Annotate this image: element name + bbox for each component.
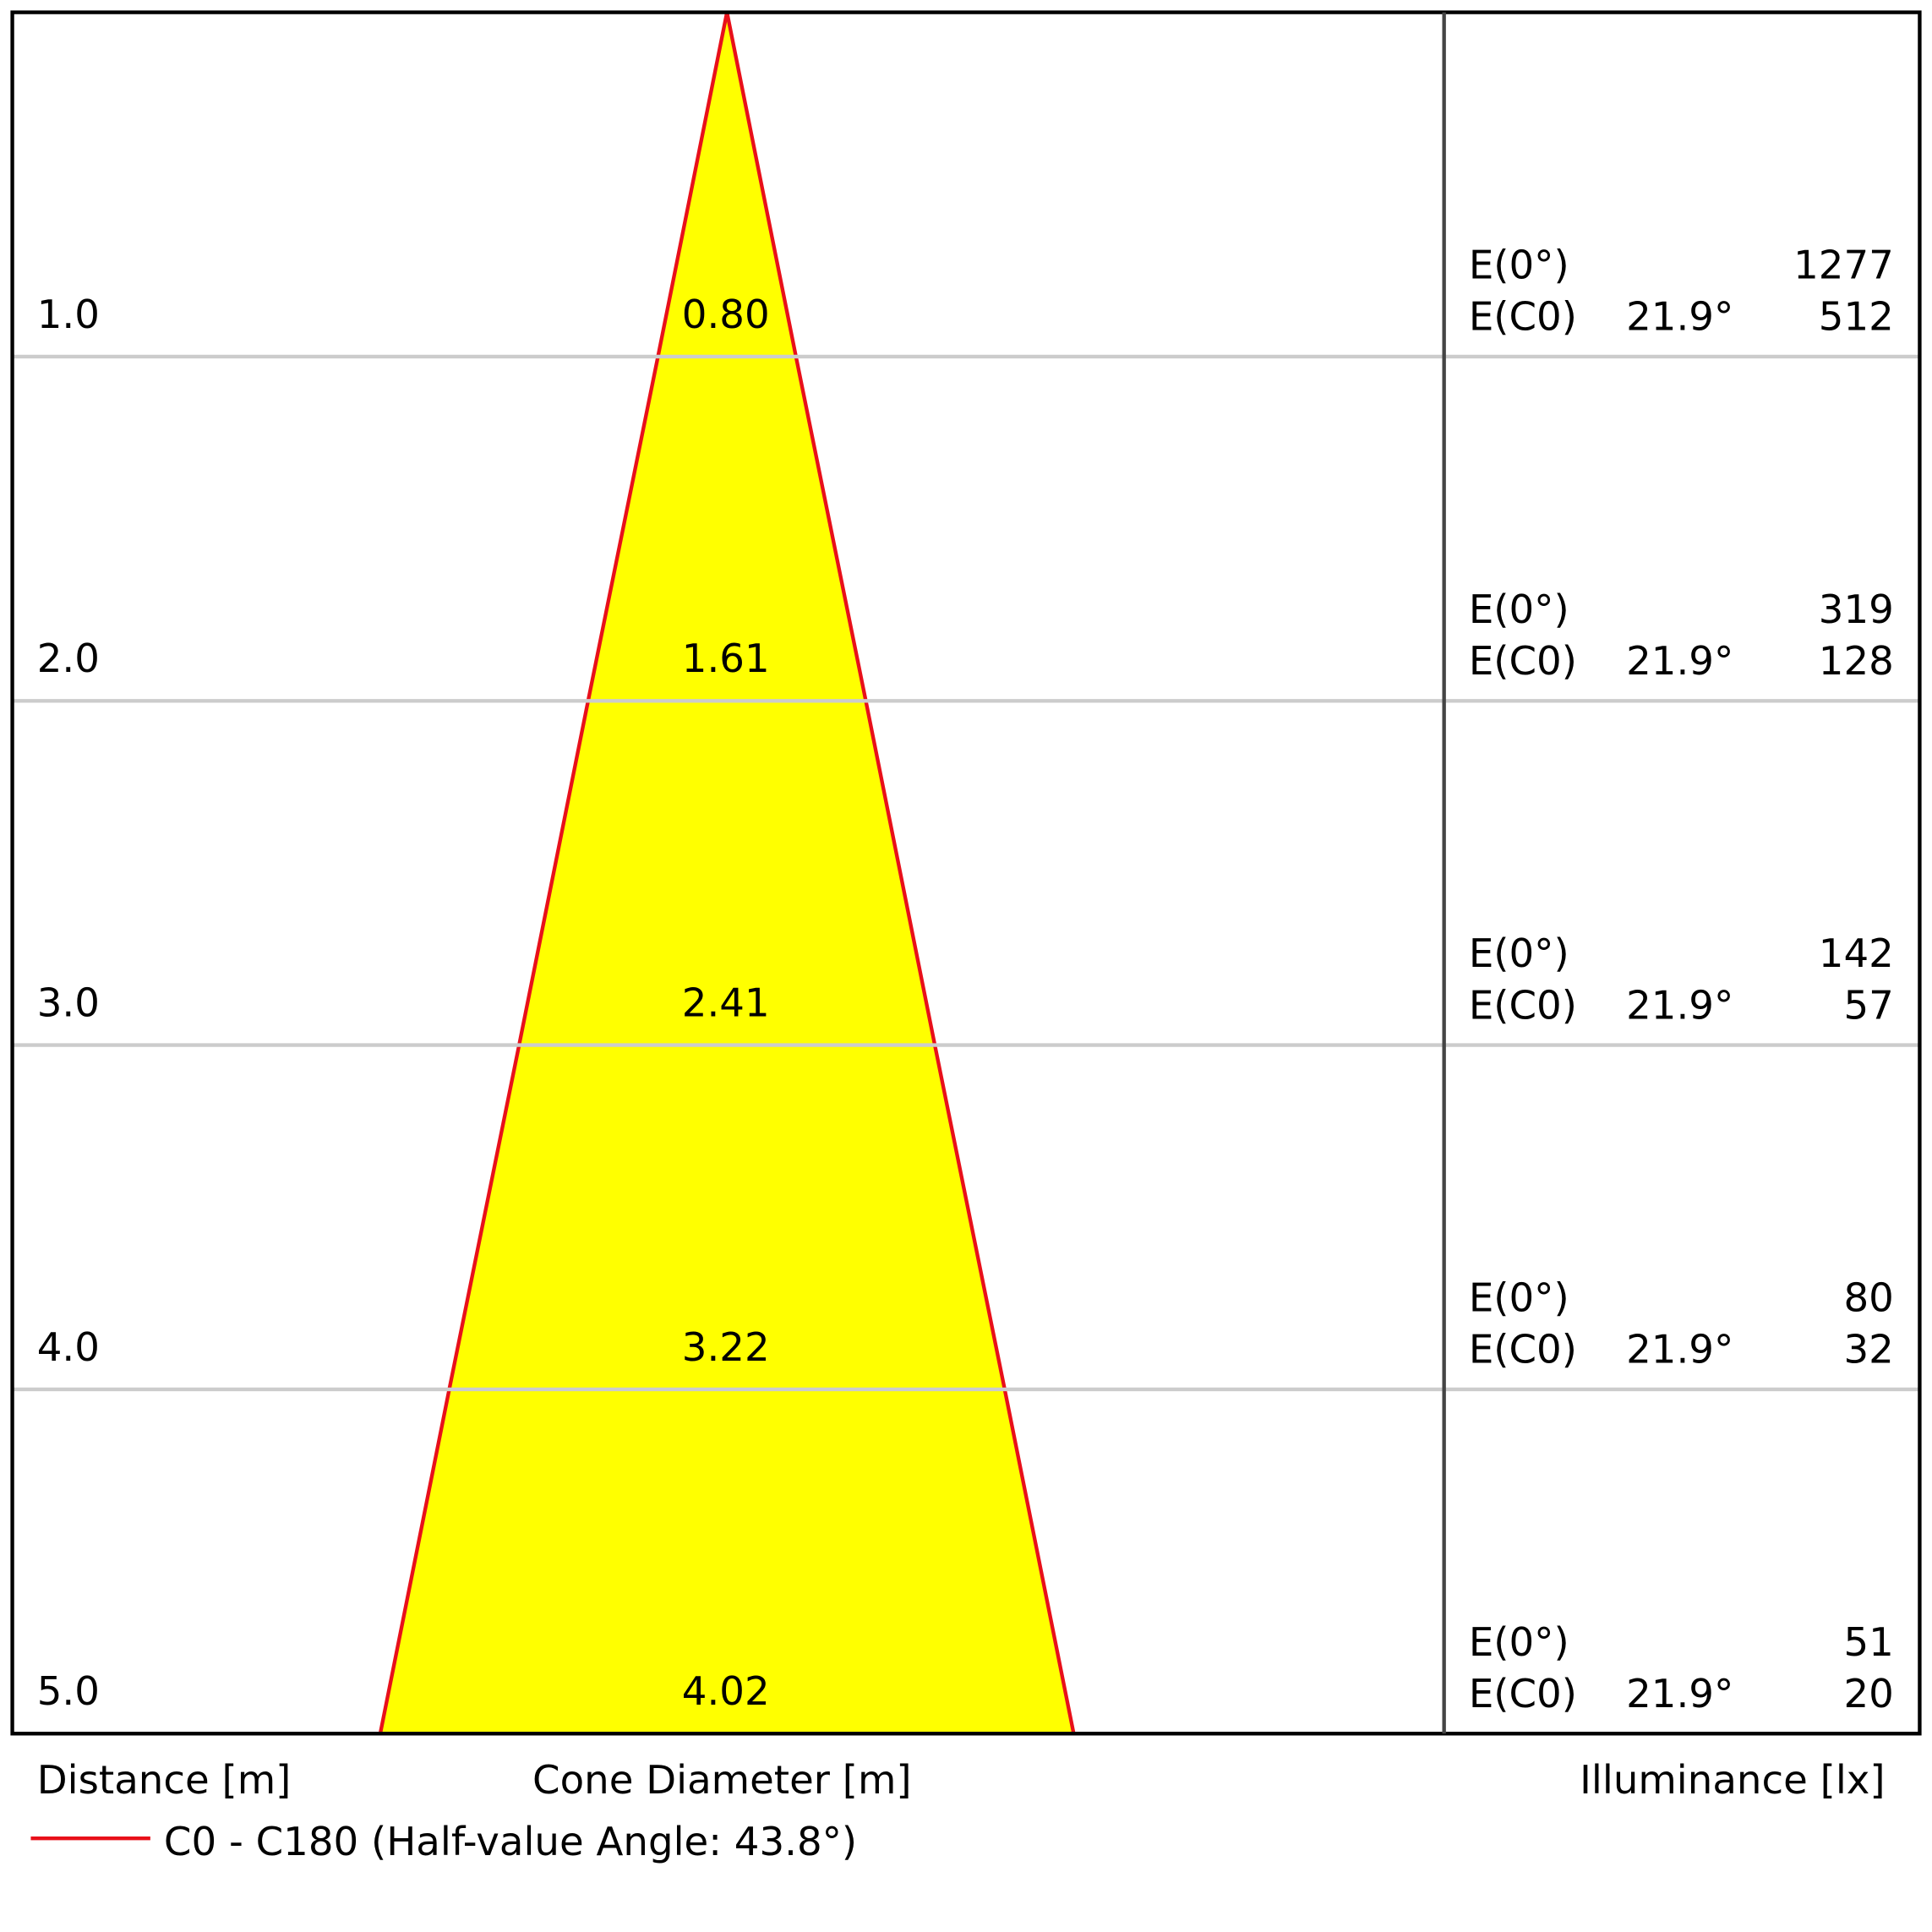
diameter-label: 0.80: [682, 292, 770, 338]
center-value: 142: [1819, 931, 1894, 977]
diameter-label: 4.02: [682, 1669, 770, 1715]
c0-label: E(C0): [1469, 1328, 1577, 1373]
frame: [10, 10, 1922, 1736]
center-value: 1277: [1793, 243, 1894, 288]
distance-label: 4.0: [37, 1325, 100, 1371]
center-value: 319: [1819, 587, 1894, 633]
c0-angle: 21.9°: [1626, 1328, 1733, 1373]
c0-value: 128: [1819, 639, 1894, 685]
c0-angle: 21.9°: [1626, 295, 1733, 341]
axis-label: Cone Diameter [m]: [532, 1758, 912, 1804]
label-layer: 1.0 0.80 E(0°) 1277 E(C0) 21.9° 512 2.0 1.61 E(0°…: [37, 243, 1894, 1717]
center-value: 51: [1843, 1620, 1893, 1666]
c0-angle: 21.9°: [1626, 983, 1733, 1029]
c0-label: E(C0): [1469, 983, 1577, 1029]
legend-label: C0 - C180 (Half-value Angle: 43.8°): [164, 1820, 857, 1865]
cone-edge: [725, 12, 1076, 1734]
diameter-label: 2.41: [682, 980, 770, 1026]
diameter-label: 3.22: [682, 1325, 770, 1371]
distance-label: 3.0: [37, 980, 100, 1026]
center-label: E(0°): [1469, 1620, 1569, 1666]
cone-area: [379, 12, 1074, 1734]
c0-label: E(C0): [1469, 1672, 1577, 1717]
distance-label: 5.0: [37, 1669, 100, 1715]
c0-value: 20: [1843, 1672, 1893, 1717]
c0-value: 32: [1843, 1328, 1893, 1373]
c0-label: E(C0): [1469, 639, 1577, 685]
diameter-label: 1.61: [682, 636, 770, 682]
center-label: E(0°): [1469, 1275, 1569, 1321]
center-label: E(0°): [1469, 931, 1569, 977]
axis-label: Illuminance [lx]: [1580, 1758, 1885, 1804]
center-label: E(0°): [1469, 243, 1569, 288]
cone-layer: [378, 12, 1076, 1734]
c0-label: E(C0): [1469, 295, 1577, 341]
distance-label: 1.0: [37, 292, 100, 338]
distance-label: 2.0: [37, 636, 100, 682]
axis-label: Distance [m]: [37, 1758, 292, 1804]
center-label: E(0°): [1469, 587, 1569, 633]
c0-value: 57: [1843, 983, 1893, 1029]
center-value: 80: [1843, 1275, 1893, 1321]
c0-angle: 21.9°: [1626, 639, 1733, 685]
c0-value: 512: [1819, 295, 1894, 341]
cone-edge: [378, 12, 729, 1734]
c0-angle: 21.9°: [1626, 1672, 1733, 1717]
